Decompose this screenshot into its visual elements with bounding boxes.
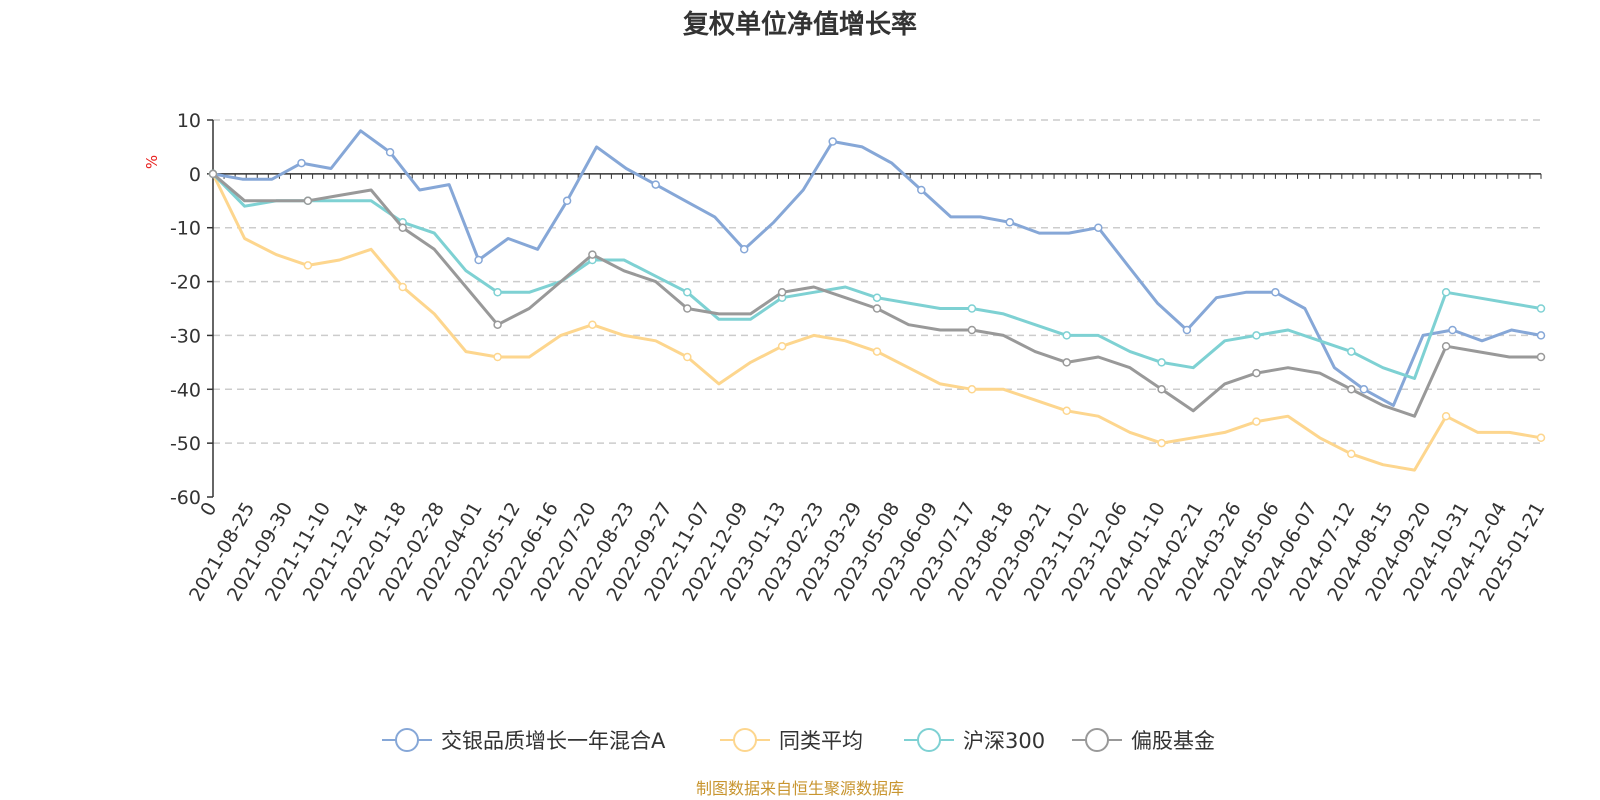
data-point [1094, 223, 1103, 232]
data-point [398, 282, 407, 292]
data-point [1062, 406, 1071, 416]
data-point [303, 261, 313, 270]
data-point [1448, 325, 1457, 335]
legend-item[interactable]: 交银品质增长一年混合A [382, 728, 666, 753]
legend-label: 偏股基金 [1131, 729, 1215, 753]
legend-item[interactable]: 沪深300 [904, 728, 1045, 753]
data-point [739, 245, 749, 254]
data-point [777, 341, 787, 351]
data-point [562, 196, 572, 206]
grid [213, 119, 1541, 444]
data-point [683, 352, 692, 362]
data-source-note: 制图数据来自恒生聚源数据库 [696, 779, 904, 798]
data-point [1441, 411, 1451, 421]
data-point [1347, 385, 1356, 394]
legend[interactable]: 交银品质增长一年混合A 同类平均 沪深300 偏股基金 [382, 728, 1215, 753]
data-point [1359, 385, 1369, 394]
data-point [967, 325, 977, 335]
y-tick-label: -10 [170, 218, 201, 240]
series-line [211, 173, 1542, 472]
legend-marker [917, 728, 941, 752]
data-point [828, 137, 837, 146]
legend-label: 沪深300 [963, 729, 1045, 753]
series-2 [208, 169, 1546, 472]
y-tick-label: -60 [170, 487, 201, 509]
legend-marker [395, 728, 419, 752]
data-point [1252, 331, 1261, 340]
legend-marker [1085, 728, 1109, 752]
data-point [1252, 368, 1261, 378]
y-axis-unit: % [143, 155, 161, 169]
data-point [474, 255, 483, 265]
data-point [1536, 304, 1546, 313]
data-point [1182, 325, 1192, 335]
data-point [1441, 288, 1451, 297]
chart-title: 复权单位净值增长率 [683, 9, 917, 40]
x-tick-label: 0 [196, 499, 221, 520]
y-tick-label: -30 [170, 325, 201, 347]
data-point [1062, 358, 1071, 367]
data-point [1157, 358, 1166, 367]
data-point [872, 293, 882, 302]
data-point [1536, 352, 1546, 362]
series-line [212, 129, 1542, 407]
data-point [1347, 347, 1356, 356]
legend-label: 交银品质增长一年混合A [441, 729, 666, 753]
data-point [398, 223, 407, 232]
data-point [777, 288, 787, 297]
series-4 [208, 169, 1546, 418]
data-point [967, 385, 977, 394]
legend-label: 同类平均 [779, 729, 863, 753]
y-tick-label: 10 [177, 110, 201, 132]
y-tick-label: -20 [170, 272, 201, 294]
data-point [967, 304, 977, 313]
y-tick-label: 0 [189, 164, 201, 186]
legend-item[interactable]: 同类平均 [720, 728, 863, 753]
data-point [385, 148, 395, 157]
data-point [651, 180, 660, 189]
data-point [683, 288, 692, 297]
data-point [588, 250, 597, 259]
data-point [1062, 331, 1071, 340]
data-point [872, 304, 882, 313]
data-point [1536, 433, 1546, 443]
data-point [1005, 218, 1015, 227]
series-group [208, 129, 1546, 472]
data-point [588, 320, 597, 329]
data-point [303, 196, 313, 206]
data-point [1271, 288, 1280, 297]
data-point [493, 352, 502, 362]
data-point [683, 304, 692, 313]
legend-marker [733, 728, 757, 752]
data-point [917, 185, 926, 195]
data-point [1536, 331, 1546, 340]
data-point [1347, 449, 1356, 459]
data-point [1252, 417, 1261, 426]
data-point [208, 169, 218, 179]
data-point [493, 288, 502, 297]
data-point [1157, 385, 1166, 394]
y-tick-label: -50 [170, 433, 201, 455]
legend-item[interactable]: 偏股基金 [1072, 728, 1215, 753]
data-point [1441, 341, 1451, 351]
data-point [1157, 438, 1166, 448]
data-point [872, 347, 882, 356]
series-1 [208, 129, 1546, 407]
data-point [297, 158, 306, 168]
series-3 [208, 169, 1546, 380]
axes: 100-10-20-30-40-50-6002021-08-252021-09-… [170, 110, 1549, 605]
y-tick-label: -40 [170, 379, 201, 401]
data-point [493, 320, 502, 329]
